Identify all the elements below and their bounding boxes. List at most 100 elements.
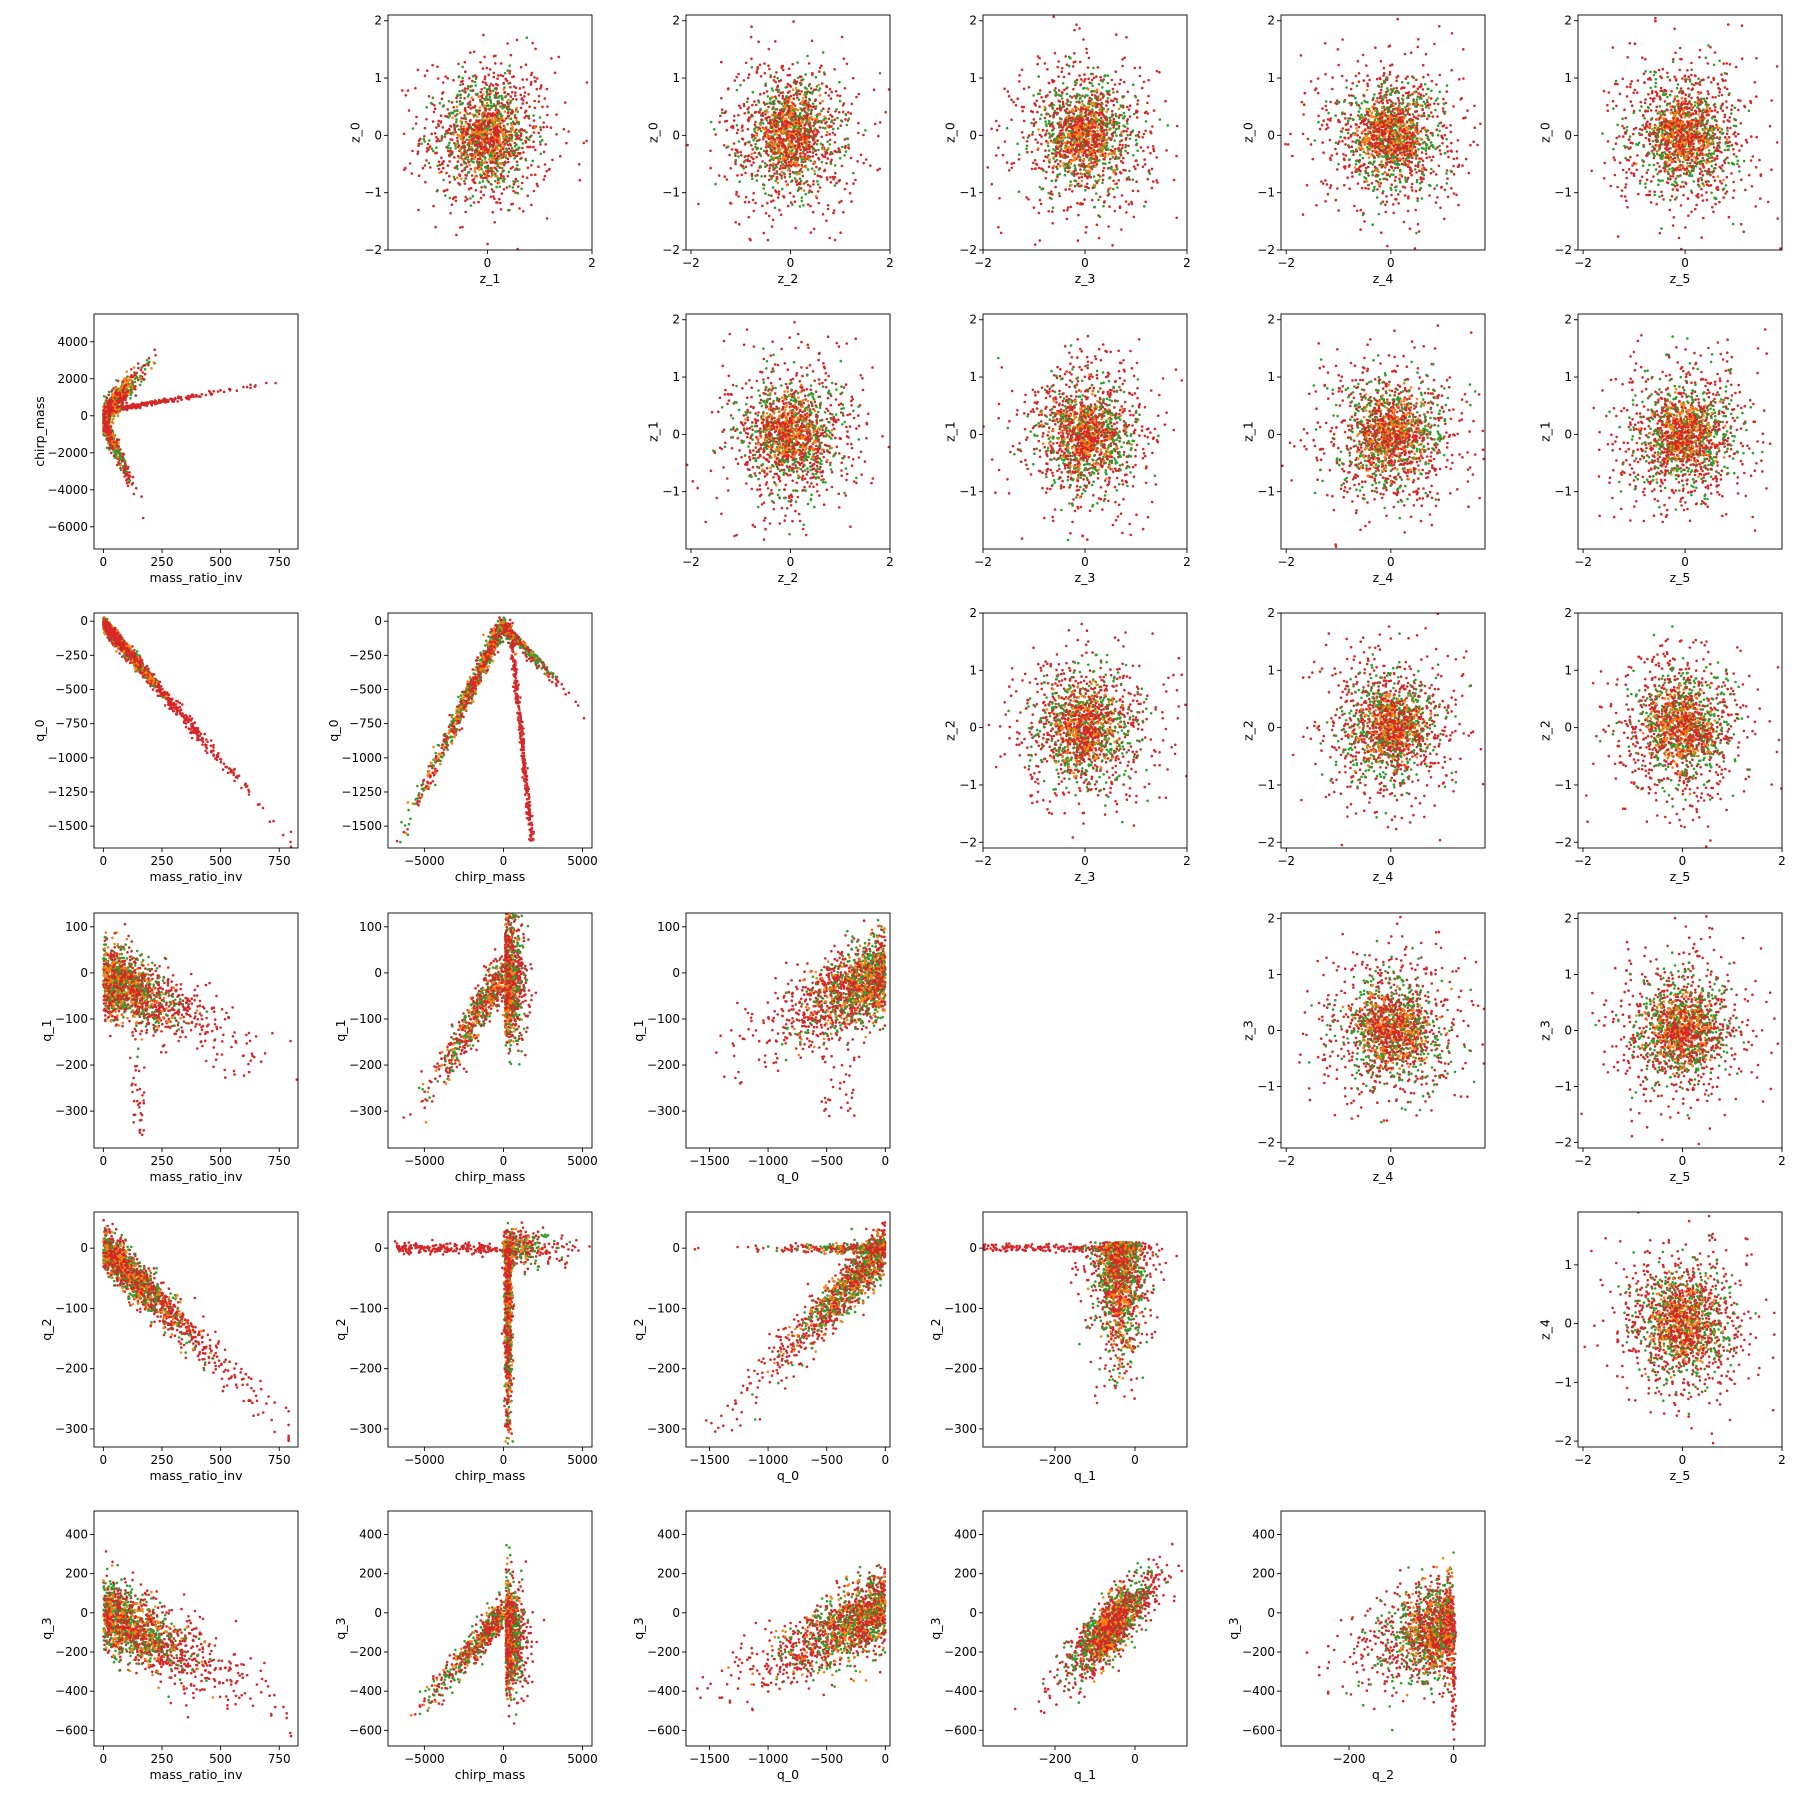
- data-point: [1083, 168, 1086, 171]
- data-point: [1106, 108, 1110, 111]
- data-point: [478, 127, 481, 130]
- data-point: [467, 146, 471, 149]
- data-point: [745, 100, 749, 104]
- data-point: [472, 180, 476, 184]
- data-point: [1136, 110, 1139, 113]
- data-point: [500, 174, 503, 177]
- data-point: [760, 175, 763, 178]
- data-point: [455, 109, 459, 112]
- data-point: [747, 140, 750, 144]
- data-point: [781, 68, 785, 72]
- data-point: [507, 147, 511, 150]
- data-point: [1022, 105, 1026, 109]
- data-point: [790, 122, 794, 126]
- data-point: [505, 149, 509, 152]
- data-point: [1097, 118, 1101, 122]
- data-point: [794, 117, 798, 121]
- data-point: [1101, 86, 1104, 89]
- data-point: [498, 95, 501, 98]
- data-point: [753, 123, 757, 127]
- data-point: [1080, 150, 1083, 154]
- data-point: [797, 116, 801, 120]
- data-point: [726, 145, 730, 148]
- data-point: [792, 102, 795, 105]
- data-point: [1101, 162, 1105, 165]
- data-point: [1472, 140, 1475, 144]
- data-point: [469, 167, 473, 171]
- data-point: [492, 103, 496, 106]
- data-point: [1328, 138, 1332, 142]
- data-point: [778, 116, 781, 120]
- data-point: [535, 87, 539, 91]
- data-point: [402, 132, 406, 136]
- data-point: [763, 135, 766, 138]
- data-point: [492, 113, 496, 117]
- data-point: [1045, 123, 1048, 126]
- data-point: [1072, 143, 1075, 147]
- data-point: [1093, 94, 1097, 97]
- data-point: [509, 85, 512, 89]
- data-point: [1053, 51, 1057, 55]
- data-point: [506, 111, 510, 115]
- data-point: [1117, 121, 1121, 125]
- data-point: [999, 231, 1003, 235]
- data-point: [800, 163, 804, 167]
- data-point: [535, 182, 539, 186]
- data-point: [780, 152, 783, 155]
- data-point: [450, 132, 453, 135]
- data-point: [842, 211, 845, 214]
- data-point: [1117, 147, 1120, 151]
- data-point: [1087, 137, 1091, 141]
- data-point: [509, 117, 512, 121]
- data-point: [761, 204, 764, 208]
- data-point: [804, 160, 807, 163]
- data-point: [1090, 97, 1093, 101]
- data-point: [1350, 145, 1354, 148]
- data-point: [1303, 91, 1307, 95]
- data-point: [803, 114, 806, 118]
- data-point: [798, 205, 802, 208]
- data-point: [1048, 90, 1052, 94]
- data-point: [817, 168, 821, 171]
- data-point: [751, 177, 754, 180]
- data-point: [825, 85, 829, 89]
- data-point: [765, 136, 769, 139]
- data-point: [1085, 51, 1089, 55]
- data-point: [994, 119, 998, 123]
- data-point: [775, 97, 778, 100]
- data-point: [528, 124, 532, 127]
- data-point: [491, 136, 494, 140]
- data-point: [1103, 74, 1106, 78]
- data-point: [490, 175, 493, 178]
- data-point: [489, 182, 493, 186]
- data-point: [848, 191, 852, 195]
- data-point: [533, 76, 536, 79]
- data-point: [1172, 178, 1176, 182]
- data-point: [757, 101, 761, 104]
- data-point: [741, 124, 744, 127]
- data-point: [1077, 143, 1080, 147]
- data-point: [1087, 165, 1090, 169]
- data-point: [822, 71, 826, 74]
- data-point: [812, 88, 816, 92]
- data-point: [501, 96, 504, 99]
- data-point: [1113, 139, 1116, 142]
- data-point: [1081, 202, 1085, 206]
- data-point: [472, 178, 476, 181]
- data-point: [463, 87, 467, 90]
- data-point: [460, 177, 463, 181]
- data-point: [750, 133, 754, 137]
- data-point: [795, 132, 798, 136]
- scatter-points: [1284, 17, 1482, 250]
- data-point: [1051, 210, 1054, 213]
- data-point: [455, 100, 459, 103]
- data-point: [528, 105, 531, 108]
- data-point: [425, 69, 429, 72]
- data-point: [770, 194, 773, 197]
- data-point: [1121, 146, 1124, 150]
- data-point: [515, 119, 518, 122]
- data-point: [737, 113, 740, 117]
- data-point: [482, 193, 486, 197]
- data-point: [1088, 173, 1091, 176]
- data-point: [777, 193, 781, 196]
